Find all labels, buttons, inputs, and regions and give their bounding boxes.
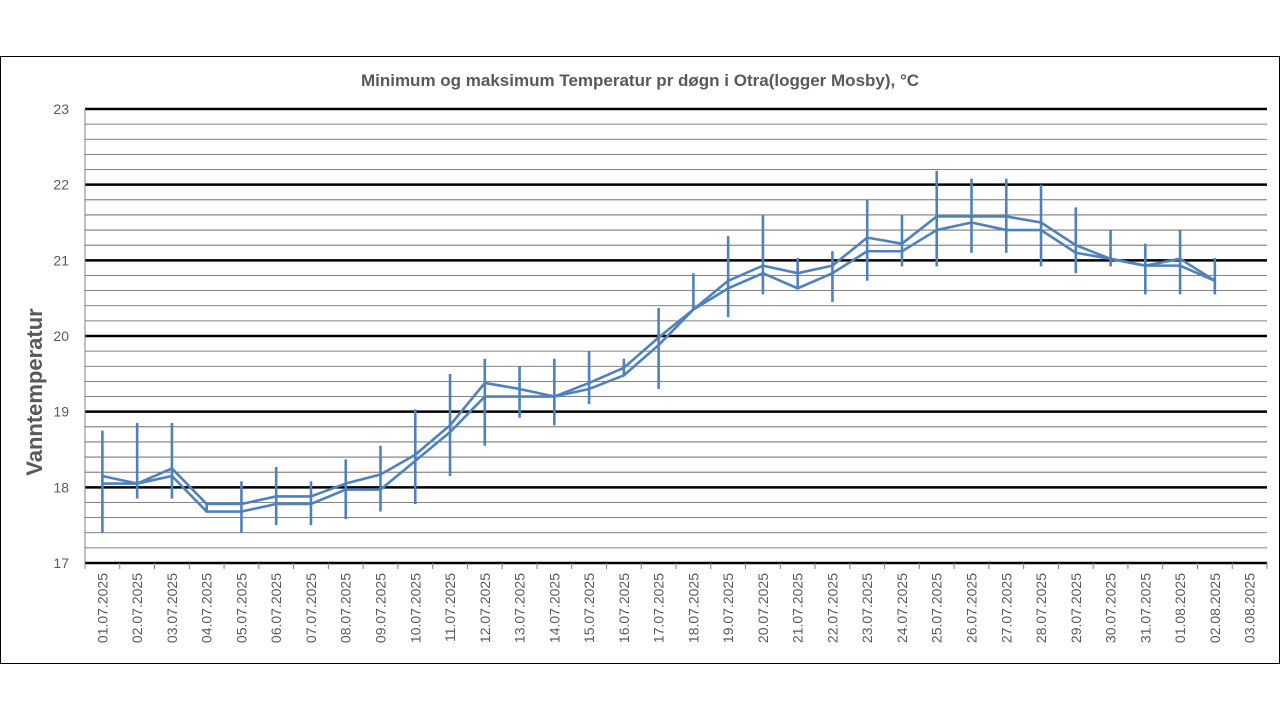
series-2-segment — [135, 474, 174, 485]
x-tick-label: 25.07.2025 — [929, 573, 945, 643]
x-tick-label: 23.07.2025 — [859, 573, 875, 643]
y-axis-title: Vanntemperatur — [22, 308, 47, 476]
x-tick-label: 06.07.2025 — [268, 573, 284, 643]
y-tick-label: 18 — [53, 479, 69, 495]
series-1-segment — [831, 236, 869, 267]
series-2-segment — [170, 474, 208, 513]
series-1-segment — [413, 423, 452, 457]
x-tick-label: 07.07.2025 — [303, 573, 319, 643]
series-1-segment — [726, 264, 765, 283]
series-1-segment — [379, 453, 417, 476]
series-1-segment — [622, 336, 660, 370]
x-tick-label: 10.07.2025 — [407, 573, 423, 643]
series-2-segment — [935, 221, 973, 232]
series-1-segment — [170, 467, 208, 506]
y-tick-label: 17 — [53, 555, 69, 571]
x-tick-label: 28.07.2025 — [1033, 573, 1049, 643]
y-tick-label: 21 — [53, 252, 69, 268]
x-tick-label: 11.07.2025 — [442, 573, 458, 642]
y-tick-label: 23 — [53, 101, 69, 117]
series-2-segment — [761, 271, 799, 290]
x-tick-label: 18.07.2025 — [685, 573, 701, 643]
y-tick-label: 19 — [53, 404, 69, 420]
x-tick-label: 27.07.2025 — [998, 573, 1014, 643]
x-tick-label: 21.07.2025 — [790, 573, 806, 643]
series-1-segment — [240, 495, 278, 506]
x-tick-label: 05.07.2025 — [233, 573, 249, 643]
x-tick-label: 20.07.2025 — [755, 573, 771, 643]
y-tick-labels: 17 18 19 20 21 22 23 — [53, 101, 69, 571]
series-2-segment — [309, 488, 348, 506]
series-1-segment — [344, 473, 382, 485]
chart-frame: Minimum og maksimum Temperatur pr døgn i… — [0, 56, 1280, 664]
x-tick-label: 02.07.2025 — [129, 573, 145, 643]
x-tick-label: 14.07.2025 — [546, 573, 562, 643]
x-tick-label: 15.07.2025 — [581, 573, 597, 643]
series-1-segment — [865, 236, 904, 245]
y-tick-label: 22 — [53, 177, 69, 193]
series-2-segment — [657, 308, 695, 347]
x-tick-label: 04.07.2025 — [199, 573, 215, 643]
min-max-temperature-chart: Minimum og maksimum Temperatur pr døgn i… — [0, 56, 1280, 664]
series-2-segment — [1074, 251, 1112, 261]
chart-title: Minimum og maksimum Temperatur pr døgn i… — [361, 71, 919, 90]
x-tick-label: 22.07.2025 — [824, 573, 840, 643]
data-marks — [101, 171, 1217, 533]
series-1-segment — [900, 215, 939, 245]
series-2-segment — [1109, 257, 1147, 267]
x-tick-label: 09.07.2025 — [373, 573, 389, 643]
x-tick-label: 03.08.2025 — [1242, 573, 1258, 643]
series-2-segment — [1178, 264, 1217, 283]
series-2-segment — [1039, 228, 1078, 255]
series-2-segment — [900, 228, 939, 253]
series-2-segment — [796, 271, 834, 290]
series-2-segment — [692, 287, 730, 311]
x-tick-label: 29.07.2025 — [1068, 573, 1084, 643]
series-1-segment — [483, 381, 521, 391]
series-2-segment — [622, 343, 660, 377]
x-tick-label: 17.07.2025 — [651, 573, 667, 643]
series-2-segment — [240, 502, 278, 513]
x-tick-label: 30.07.2025 — [1103, 573, 1119, 643]
x-tick-label: 16.07.2025 — [616, 573, 632, 643]
series-2-segment — [726, 271, 765, 290]
x-tick-label: 13.07.2025 — [512, 573, 528, 643]
series-1-segment — [761, 264, 799, 275]
series-1-segment — [448, 381, 487, 427]
x-tick-labels: 01.07.2025 02.07.2025 03.07.2025 04.07.2025… — [94, 573, 1257, 643]
x-tick-label: 26.07.2025 — [964, 573, 980, 643]
series-2-segment — [413, 430, 452, 463]
x-tick-label: 01.07.2025 — [94, 573, 110, 643]
x-tick-label: 31.07.2025 — [1137, 573, 1153, 643]
x-tick-label: 02.08.2025 — [1207, 573, 1223, 643]
x-tick-label: 08.07.2025 — [338, 573, 354, 643]
series-1-segment — [1039, 221, 1078, 247]
x-tick-label: 12.07.2025 — [477, 573, 493, 643]
series-2-segment — [831, 249, 869, 275]
x-tick-label: 03.07.2025 — [164, 573, 180, 643]
y-tick-label: 20 — [53, 328, 69, 344]
series-1-segment — [587, 366, 626, 385]
series-2-segment — [553, 387, 591, 398]
series-2-segment — [448, 395, 487, 434]
series-1-segment — [309, 482, 348, 498]
series-2-segment — [587, 374, 626, 391]
series-1-segment — [1004, 215, 1043, 224]
series-2-segment — [970, 221, 1008, 232]
series-1-segment — [796, 264, 834, 275]
x-tick-label: 19.07.2025 — [720, 573, 736, 643]
x-tick-label: 24.07.2025 — [894, 573, 910, 643]
series-2-segment — [379, 459, 417, 491]
gridlines — [84, 107, 1268, 569]
x-tick-label: 01.08.2025 — [1172, 573, 1188, 643]
